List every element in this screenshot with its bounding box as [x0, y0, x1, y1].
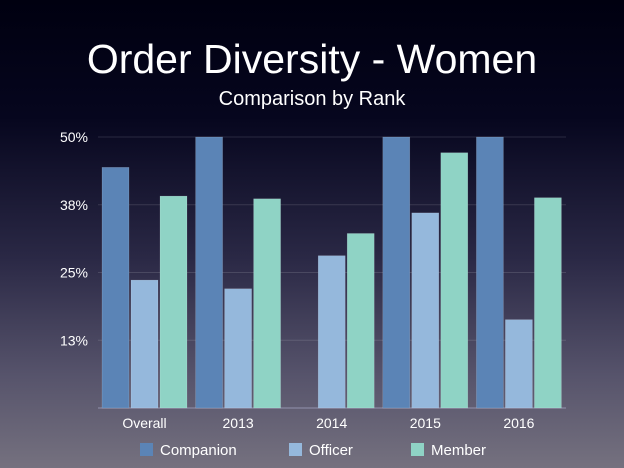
y-tick-label: 13%: [60, 332, 88, 348]
legend-item-companion: Companion: [140, 442, 237, 459]
bar-member-2015: [440, 152, 469, 409]
y-tick-label: 38%: [60, 197, 88, 213]
legend-label: Companion: [160, 442, 237, 459]
bar-companion-2016: [476, 136, 504, 409]
bar-companion-overall: [101, 167, 130, 409]
bar-member-overall: [159, 195, 188, 409]
bar-member-2016: [534, 197, 562, 409]
x-tick-label: Overall: [122, 415, 166, 431]
bar-officer-2014: [317, 255, 346, 409]
legend-swatch: [289, 443, 302, 456]
bar-member-2013: [253, 198, 281, 409]
bar-companion-2013: [195, 136, 223, 409]
x-tick-label: 2015: [410, 415, 441, 431]
x-tick-label: 2014: [316, 415, 347, 431]
x-tick-label: 2016: [503, 415, 534, 431]
bar-officer-2013: [224, 288, 252, 409]
chart-title: Order Diversity - Women: [86, 36, 538, 82]
x-tick-label: 2013: [223, 415, 254, 431]
bar-member-2014: [346, 233, 375, 409]
legend-swatch: [411, 443, 424, 456]
legend-item-officer: Officer: [289, 442, 353, 459]
legend-item-member: Member: [411, 442, 486, 459]
chart-subtitle: Comparison by Rank: [218, 88, 406, 110]
bar-officer-2016: [505, 319, 533, 409]
bar-officer-overall: [130, 279, 159, 409]
legend-swatch: [140, 443, 153, 456]
bar-officer-2015: [411, 212, 440, 409]
legend-label: Member: [431, 442, 486, 459]
bar-companion-2015: [382, 136, 411, 409]
y-tick-label: 50%: [60, 129, 88, 145]
legend-label: Officer: [309, 442, 353, 459]
y-tick-label: 25%: [60, 265, 88, 281]
